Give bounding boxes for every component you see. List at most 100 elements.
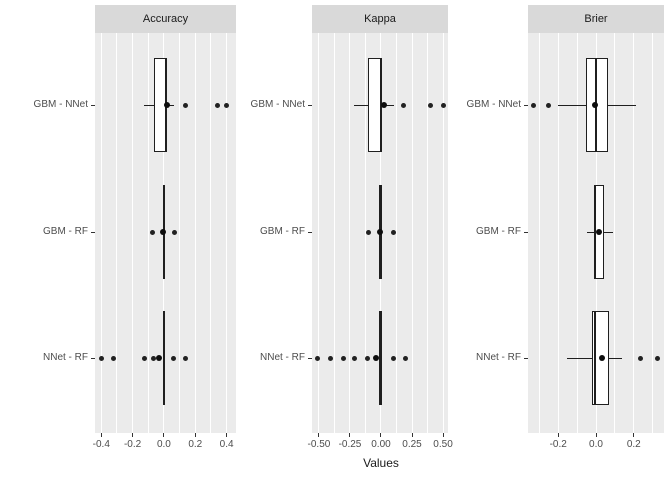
median-line xyxy=(379,311,381,405)
gridline xyxy=(576,33,578,433)
median-dot xyxy=(598,355,605,361)
panel-strip-accuracy: Accuracy xyxy=(95,5,236,33)
gridline xyxy=(333,33,335,433)
outlier-dot xyxy=(546,102,552,108)
y-axis-label: GBM - RF xyxy=(476,226,521,237)
x-tick-mark xyxy=(318,433,320,437)
outlier-dot xyxy=(98,355,104,361)
gridline xyxy=(147,33,149,433)
x-tick-mark xyxy=(226,433,228,437)
y-axis-label: GBM - RF xyxy=(260,226,305,237)
x-tick-label: -0.50 xyxy=(307,439,331,450)
outlier-dot xyxy=(224,102,230,108)
median-line xyxy=(162,311,165,405)
gridline xyxy=(538,33,540,433)
panel-strip-title: Kappa xyxy=(364,13,396,25)
y-tick-mark xyxy=(524,232,528,233)
median-line xyxy=(594,185,597,279)
median-dot xyxy=(596,229,603,235)
plot-panel-kappa xyxy=(312,33,448,433)
outlier-dot xyxy=(352,355,358,361)
gridline xyxy=(132,33,134,433)
x-tick-mark xyxy=(595,433,597,437)
outlier-dot xyxy=(401,102,407,108)
y-tick-mark xyxy=(524,105,528,106)
outlier-dot xyxy=(327,355,333,361)
x-tick-label: -0.4 xyxy=(92,439,110,450)
outlier-dot xyxy=(183,102,189,108)
x-tick-mark xyxy=(163,433,165,437)
outlier-dot xyxy=(427,102,433,108)
x-tick-label: 0.2 xyxy=(626,439,641,450)
outlier-dot xyxy=(531,102,537,108)
panel-strip-title: Brier xyxy=(584,13,608,25)
outlier-dot xyxy=(366,229,372,235)
gridline xyxy=(427,33,429,433)
outlier-dot xyxy=(171,355,177,361)
x-tick-mark xyxy=(380,433,382,437)
panel-strip-brier: Brier xyxy=(528,5,664,33)
median-dot xyxy=(372,355,379,361)
outlier-dot xyxy=(214,102,220,108)
x-tick-mark xyxy=(349,433,351,437)
y-tick-mark xyxy=(91,358,95,359)
gridline xyxy=(318,33,320,433)
gridline xyxy=(614,33,616,433)
y-tick-mark xyxy=(308,105,312,106)
x-tick-label: -0.25 xyxy=(338,439,362,450)
x-tick-mark xyxy=(557,433,559,437)
x-tick-mark xyxy=(194,433,196,437)
outlier-dot xyxy=(315,355,321,361)
x-axis-title: Values xyxy=(363,456,399,470)
median-dot xyxy=(377,229,383,235)
y-tick-mark xyxy=(91,232,95,233)
outlier-dot xyxy=(151,355,157,361)
outlier-dot xyxy=(172,229,178,235)
median-dot xyxy=(155,355,162,361)
outlier-dot xyxy=(637,355,643,361)
outlier-dot xyxy=(141,355,147,361)
x-tick-label: 0.0 xyxy=(589,439,603,450)
x-tick-mark xyxy=(132,433,134,437)
gridline xyxy=(442,33,444,433)
outlier-dot xyxy=(440,102,446,108)
x-tick-label: 0.2 xyxy=(188,439,203,450)
median-line xyxy=(594,311,597,405)
outlier-dot xyxy=(390,355,396,361)
gridline xyxy=(194,33,196,433)
outlier-dot xyxy=(110,355,116,361)
x-tick-label: 0.00 xyxy=(371,439,391,450)
gridline xyxy=(411,33,413,433)
gridline xyxy=(364,33,366,433)
x-tick-label: -0.2 xyxy=(549,439,567,450)
y-axis-label: GBM - NNet xyxy=(250,99,305,110)
outlier-dot xyxy=(655,355,661,361)
y-tick-mark xyxy=(308,358,312,359)
y-axis-label: GBM - NNet xyxy=(466,99,521,110)
gridline xyxy=(116,33,118,433)
outlier-dot xyxy=(183,355,189,361)
outlier-dot xyxy=(402,355,408,361)
median-dot xyxy=(592,102,599,108)
x-tick-mark xyxy=(633,433,635,437)
gridline xyxy=(396,33,397,433)
outlier-dot xyxy=(150,229,156,235)
x-tick-mark xyxy=(411,433,413,437)
y-axis-label: GBM - RF xyxy=(43,226,88,237)
y-axis-label: NNet - RF xyxy=(43,352,88,363)
x-tick-mark xyxy=(442,433,444,437)
gridline xyxy=(652,33,654,433)
x-tick-label: -0.2 xyxy=(123,439,142,450)
gridline xyxy=(633,33,635,433)
x-tick-label: 0.0 xyxy=(156,439,171,450)
gridline xyxy=(100,33,102,433)
x-tick-mark xyxy=(100,433,102,437)
x-tick-label: 0.25 xyxy=(402,439,422,450)
y-tick-mark xyxy=(308,232,312,233)
gridline xyxy=(557,33,559,433)
x-tick-label: 0.50 xyxy=(433,439,453,450)
y-axis-label: NNet - RF xyxy=(476,352,521,363)
gridline xyxy=(179,33,181,433)
plot-panel-accuracy xyxy=(95,33,236,433)
